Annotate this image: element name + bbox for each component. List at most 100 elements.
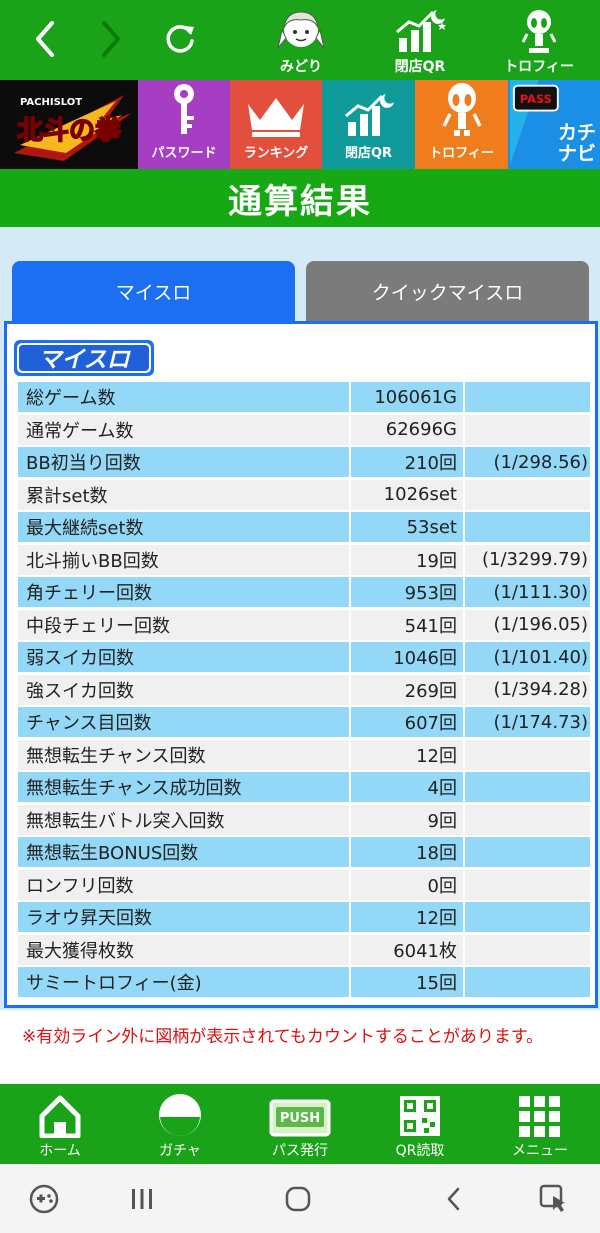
row-label: BB初当り回数 — [18, 447, 349, 477]
screenshot-assist-button[interactable] — [536, 1181, 572, 1217]
table-row: 無想転生BONUS回数 18回 — [18, 837, 590, 867]
tile-trophy[interactable]: トロフィー — [415, 80, 508, 169]
row-value: 12回 — [351, 902, 463, 932]
alien-trophy-icon — [521, 10, 557, 53]
row-label: 無想転生BONUS回数 — [18, 837, 349, 867]
row-label: 通常ゲーム数 — [18, 414, 349, 445]
bottom-nav-pass-issue[interactable]: PUSH パス発行 — [250, 1090, 350, 1160]
bottom-nav-label: メニュー — [512, 1143, 568, 1159]
row-label: サミートロフィー(金) — [18, 967, 349, 997]
tab-label: クイックマイスロ — [371, 281, 524, 304]
bottom-nav-menu[interactable]: メニュー — [490, 1090, 590, 1160]
row-value: 15回 — [351, 967, 463, 997]
top-nav-midori[interactable]: みどり — [246, 6, 356, 76]
row-value: 953回 — [351, 577, 463, 607]
chart-moon-icon — [396, 10, 446, 52]
row-value: 62696G — [351, 414, 463, 445]
crown-icon — [248, 98, 304, 137]
bottom-nav-gacha[interactable]: ガチャ — [130, 1090, 230, 1160]
tab-myslo[interactable]: マイスロ — [12, 261, 295, 321]
row-value: 210回 — [351, 447, 463, 477]
game-launcher-button[interactable] — [26, 1181, 62, 1217]
row-ratio: (1/174.73) — [465, 707, 590, 737]
touch-assist-icon — [539, 1184, 565, 1212]
table-row: 弱スイカ回数 1046回 (1/101.40) — [18, 642, 590, 672]
table-row: 最大継続set数 53set — [18, 512, 590, 542]
home-system-button[interactable] — [280, 1181, 316, 1217]
push-pass-icon: PUSH — [269, 1099, 331, 1137]
back-chevron-icon — [447, 1187, 460, 1211]
top-nav-label: 閉店QR — [394, 59, 446, 75]
row-ratio — [465, 837, 590, 867]
tile-label: トロフィー — [429, 146, 494, 161]
key-icon — [174, 84, 194, 134]
stats-panel: マイスロ 総ゲーム数 106061G 通常ゲーム数 62696G BB初当り回数 21… — [4, 321, 598, 1008]
row-label: 強スイカ回数 — [18, 674, 349, 705]
bottom-nav-label: パス発行 — [272, 1143, 328, 1159]
chevron-right-icon — [102, 21, 120, 57]
row-ratio: (1/196.05) — [465, 609, 590, 640]
table-row: 無想転生バトル突入回数 9回 — [18, 804, 590, 835]
reload-button[interactable] — [155, 14, 205, 64]
page-title-bar: 通算結果 — [0, 169, 600, 227]
system-nav-bar — [0, 1164, 600, 1233]
row-label: 無想転生バトル突入回数 — [18, 804, 349, 835]
bottom-nav-label: ガチャ — [159, 1143, 201, 1159]
tile-password[interactable]: パスワード — [138, 80, 230, 169]
svg-text:北斗の拳: 北斗の拳 — [17, 116, 122, 146]
tile-label: 閉店QR — [344, 146, 393, 161]
home-circle-icon — [285, 1186, 311, 1212]
row-ratio — [465, 902, 590, 932]
row-value: 9回 — [351, 804, 463, 835]
row-label: チャンス目回数 — [18, 707, 349, 737]
row-ratio: (1/394.28) — [465, 674, 590, 705]
top-nav-trophy[interactable]: トロフィー — [484, 6, 594, 76]
row-label: ラオウ昇天回数 — [18, 902, 349, 932]
top-nav-closing-qr[interactable]: 閉店QR — [365, 6, 475, 76]
row-label: 最大獲得枚数 — [18, 934, 349, 965]
tile-label: ランキング — [243, 146, 309, 161]
tab-quick-myslo[interactable]: クイックマイスロ — [306, 261, 589, 321]
recent-apps-button[interactable] — [124, 1181, 160, 1217]
table-row: チャンス目回数 607回 (1/174.73) — [18, 707, 590, 737]
bottom-nav-qr-read[interactable]: QR読取 — [370, 1090, 470, 1160]
character-icon — [277, 11, 325, 49]
row-ratio — [465, 934, 590, 965]
row-value: 1046回 — [351, 642, 463, 672]
hokuto-logo: PACHISLOT 北斗の拳 — [14, 94, 132, 161]
table-row: 総ゲーム数 106061G — [18, 382, 590, 412]
row-label: 角チェリー回数 — [18, 577, 349, 607]
row-ratio: (1/111.30) — [465, 577, 590, 607]
row-value: 106061G — [351, 382, 463, 412]
bottom-nav-label: ホーム — [39, 1143, 81, 1159]
kachinavi-logo: PASS カチ ナビ — [510, 80, 598, 165]
table-row: 無想転生チャンス回数 12回 — [18, 739, 590, 770]
row-value: 12回 — [351, 739, 463, 770]
table-row: 角チェリー回数 953回 (1/111.30) — [18, 577, 590, 607]
back-button[interactable] — [20, 14, 70, 64]
tile-kachinavi[interactable]: PASS カチ ナビ — [508, 80, 600, 169]
tile-ranking[interactable]: ランキング — [230, 80, 322, 169]
stats-table: 総ゲーム数 106061G 通常ゲーム数 62696G BB初当り回数 210回 (1/… — [18, 382, 590, 1000]
table-row: 最大獲得枚数 6041枚 — [18, 934, 590, 965]
table-row: ロンフリ回数 0回 — [18, 869, 590, 900]
row-ratio: (1/298.56) — [465, 447, 590, 477]
row-label: 北斗揃いBB回数 — [18, 544, 349, 575]
back-system-button[interactable] — [436, 1181, 472, 1217]
qr-code-icon — [400, 1096, 440, 1136]
forward-button[interactable] — [86, 14, 136, 64]
hokuto-logo-tile[interactable]: PACHISLOT 北斗の拳 — [0, 80, 138, 169]
table-row: サミートロフィー(金) 15回 — [18, 967, 590, 997]
row-value: 1026set — [351, 479, 463, 510]
row-ratio — [465, 869, 590, 900]
bottom-nav-home[interactable]: ホーム — [10, 1090, 110, 1160]
row-ratio — [465, 967, 590, 997]
bottom-nav-bar: ホーム ガチャ PUSH パス発行 QR読取 メニュー — [0, 1084, 600, 1164]
reload-icon — [166, 25, 194, 53]
table-row: 北斗揃いBB回数 19回 (1/3299.79) — [18, 544, 590, 575]
row-label: 総ゲーム数 — [18, 382, 349, 412]
row-ratio — [465, 512, 590, 542]
row-value: 269回 — [351, 674, 463, 705]
row-value: 18回 — [351, 837, 463, 867]
tile-closing-qr[interactable]: 閉店QR — [322, 80, 415, 169]
